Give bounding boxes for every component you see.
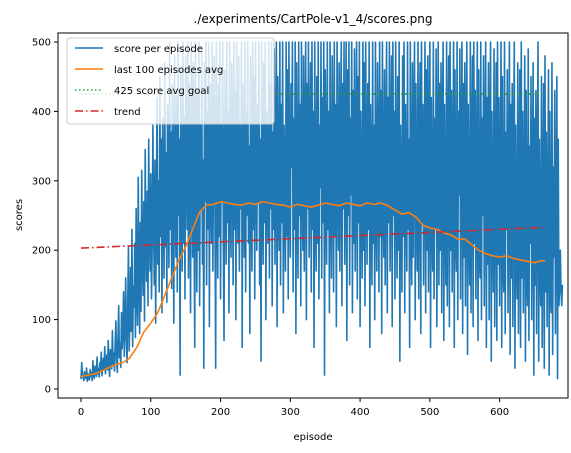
avg-line [80,200,546,378]
legend-label-score: score per episode [114,44,203,55]
legend-box [66,37,275,125]
y-tick-label: 300 [32,176,51,187]
x-tick-label: 500 [420,407,439,418]
legend-label-avg: last 100 episodes avg [114,65,223,76]
legend-label-trend: trend [114,107,141,118]
plot-area-frame [57,32,569,399]
x-tick-label: 600 [490,407,509,418]
y-tick-label: 100 [32,315,51,326]
x-tick-label: 300 [281,407,300,418]
y-tick-label: 0 [45,384,51,395]
y-tick-label: 500 [32,38,51,49]
x-tick-label: 100 [141,407,160,418]
legend-label-goal: 425 score avg goal [114,86,209,97]
y-tick-label: 200 [32,246,51,257]
y-axis-label: scores [14,199,25,231]
y-tick-label: 400 [32,107,51,118]
chart-title: ./experiments/CartPole-v1_4/scores.png [194,12,433,26]
score-line [80,41,564,383]
legend: score per episode last 100 episodes avg … [66,37,275,125]
x-tick-label: 200 [211,407,230,418]
x-tick-label: 0 [78,407,84,418]
x-axis-label: episode [293,432,332,443]
x-tick-label: 400 [351,407,370,418]
